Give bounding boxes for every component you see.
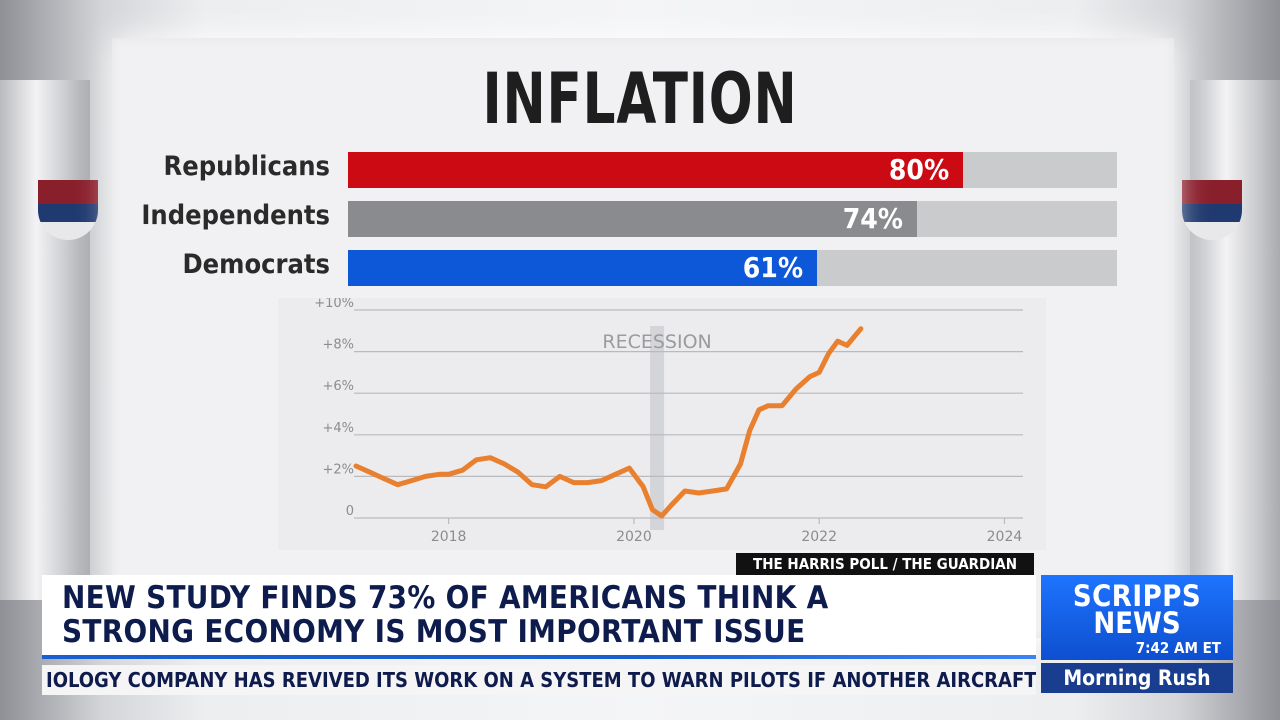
- studio-pillar-left: [0, 80, 90, 600]
- y-tick-label: +8%: [322, 338, 354, 353]
- poll-bar-track: 61%: [348, 250, 1117, 286]
- studio-pillar-right: [1190, 80, 1280, 600]
- x-tick-label: 2020: [616, 529, 652, 545]
- y-tick-label: 0: [346, 504, 354, 519]
- poll-bar-value: 61%: [742, 251, 804, 284]
- graphic-title: INFLATION: [482, 58, 798, 140]
- poll-bar-independents: 74%: [348, 201, 918, 237]
- recession-label: RECESSION: [602, 331, 711, 353]
- network-logo: SCRIPPS NEWS 7:42 AM ET: [1041, 575, 1233, 660]
- poll-row-label: Democrats: [182, 249, 331, 280]
- source-credit: THE HARRIS POLL / THE GUARDIAN: [736, 553, 1034, 575]
- lower-third: NEW STUDY FINDS 73% OF AMERICANS THINK A…: [42, 575, 1036, 659]
- inflation-line: [353, 326, 864, 519]
- poll-bar-democrats: 61%: [348, 250, 818, 286]
- y-tick-label: +2%: [322, 462, 354, 477]
- x-tick-label: 2018: [431, 529, 467, 545]
- poll-row-label: Independents: [141, 200, 330, 231]
- y-tick-label: +4%: [322, 421, 354, 436]
- bunting-right: [1182, 180, 1242, 240]
- inflation-chart: RECESSION 0 +2% +4% +6% +8% +10% 2018 2020 2022 20…: [278, 296, 1046, 550]
- y-tick-label: +6%: [322, 379, 354, 394]
- poll-row-label: Republicans: [163, 151, 330, 182]
- poll-bar-value: 74%: [842, 202, 904, 235]
- bunting-left: [38, 180, 98, 240]
- x-tick-label: 2024: [987, 529, 1023, 545]
- poll-bar-republicans: 80%: [348, 152, 964, 188]
- headline-line-2: STRONG ECONOMY IS MOST IMPORTANT ISSUE: [62, 614, 806, 650]
- news-ticker: IOLOGY COMPANY HAS REVIVED ITS WORK ON A…: [42, 665, 1036, 695]
- show-name: Morning Rush: [1041, 663, 1233, 693]
- ticker-text: IOLOGY COMPANY HAS REVIVED ITS WORK ON A…: [46, 668, 1036, 692]
- headline: NEW STUDY FINDS 73% OF AMERICANS THINK A…: [62, 581, 828, 649]
- headline-line-1: NEW STUDY FINDS 73% OF AMERICANS THINK A: [62, 580, 829, 616]
- logo-line-2: NEWS: [1093, 606, 1181, 640]
- logo-line-1: SCRIPPS: [1072, 579, 1202, 613]
- clock: 7:42 AM ET: [1135, 639, 1221, 657]
- recession-band: [650, 326, 665, 530]
- x-tick-label: 2022: [801, 529, 837, 545]
- y-tick-label: +10%: [314, 298, 354, 311]
- poll-bar-track: 80%: [348, 152, 1117, 188]
- poll-bar-value: 80%: [888, 153, 950, 186]
- poll-bar-track: 74%: [348, 201, 1117, 237]
- inflation-chart-svg: RECESSION 0 +2% +4% +6% +8% +10% 2018 2020 2022 20…: [314, 296, 1023, 545]
